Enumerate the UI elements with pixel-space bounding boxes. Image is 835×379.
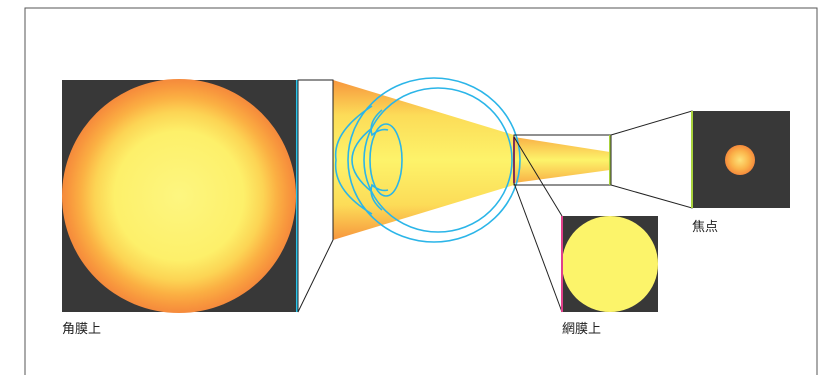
iris-upper-icon (370, 109, 389, 137)
light-beam (333, 80, 514, 240)
retina-light-disc (562, 216, 658, 312)
lens-icon (369, 123, 403, 197)
light-beam-converging (514, 137, 610, 183)
cornea-icon (334, 105, 373, 215)
cornea-light-disc (62, 79, 296, 313)
label-retina: 網膜上 (562, 322, 602, 337)
eye (334, 77, 521, 243)
eye-inner-ring (363, 87, 513, 233)
figure-frame (24, 7, 818, 375)
label-focus: 焦点 (692, 220, 719, 235)
eye-outer-ring (347, 77, 521, 243)
focus-light-spot (725, 145, 755, 175)
retina-connector-top (513, 136, 563, 217)
anterior-chamber-icon (351, 127, 373, 193)
label-cornea: 角膜上 (62, 322, 102, 337)
retina-connector-bottom (513, 182, 563, 313)
iris-lower-icon (370, 183, 389, 211)
cornea-magnifier-connector (297, 79, 334, 313)
focus-magnifier-connector (610, 110, 693, 209)
